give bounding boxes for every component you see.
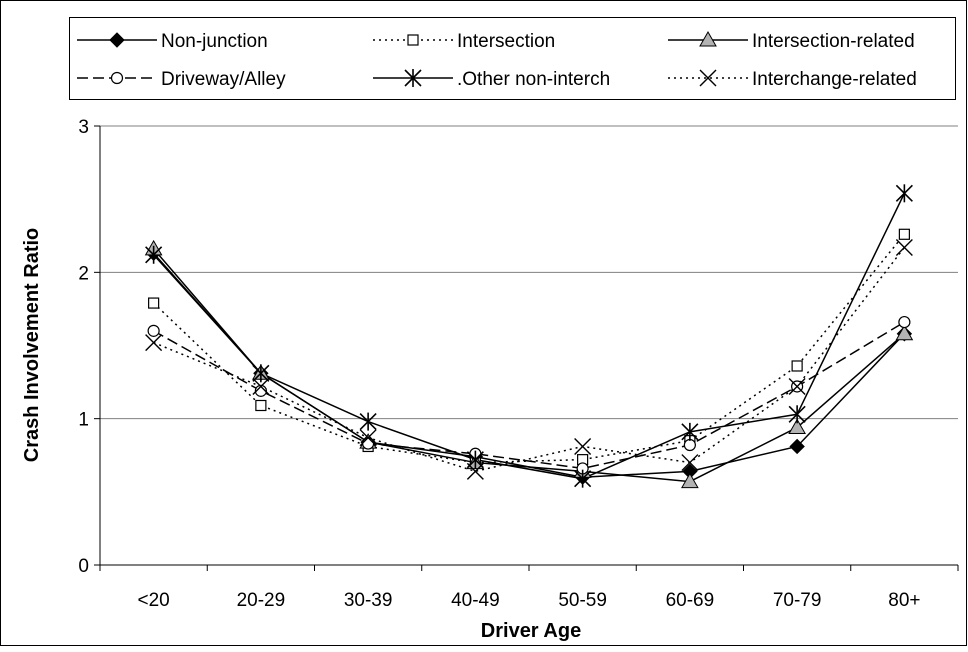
- legend-label: Interchange-related: [752, 69, 917, 90]
- y-tick-label: 2: [78, 263, 89, 284]
- legend-label: Intersection-related: [752, 31, 915, 52]
- driveway-alley-point: [684, 440, 695, 451]
- x-tick-label: 30-39: [344, 590, 393, 611]
- x-tick-label: 70-79: [773, 590, 822, 611]
- x-tick-label: 20-29: [237, 590, 286, 611]
- x-tick-label: 40-49: [451, 590, 500, 611]
- intersection-point: [256, 400, 266, 410]
- driveway-alley-point: [363, 438, 374, 449]
- intersection-point: [792, 361, 802, 371]
- y-axis-title: Crash Involvement Ratio: [21, 228, 43, 463]
- legend-driveway-alley-point: [112, 73, 123, 84]
- y-tick-label: 3: [78, 117, 89, 138]
- x-tick-label: 50-59: [558, 590, 607, 611]
- driveway-alley-point: [899, 317, 910, 328]
- x-tick-label: <20: [138, 590, 170, 611]
- x-tick-label: 80+: [888, 590, 920, 611]
- x-tick-label: 60-69: [666, 590, 715, 611]
- y-tick-label: 0: [78, 556, 89, 577]
- intersection-point: [149, 298, 159, 308]
- x-axis-title: Driver Age: [481, 620, 581, 642]
- y-tick-label: 1: [78, 410, 89, 431]
- driveway-alley-point: [148, 325, 159, 336]
- legend-intersection-point: [408, 35, 418, 45]
- legend-label: Non-junction: [161, 31, 268, 52]
- legend-label: Driveway/Alley: [161, 69, 286, 90]
- legend-label: .Other non-interch: [457, 69, 610, 90]
- legend-label: Intersection: [457, 31, 555, 52]
- intersection-point: [899, 229, 909, 239]
